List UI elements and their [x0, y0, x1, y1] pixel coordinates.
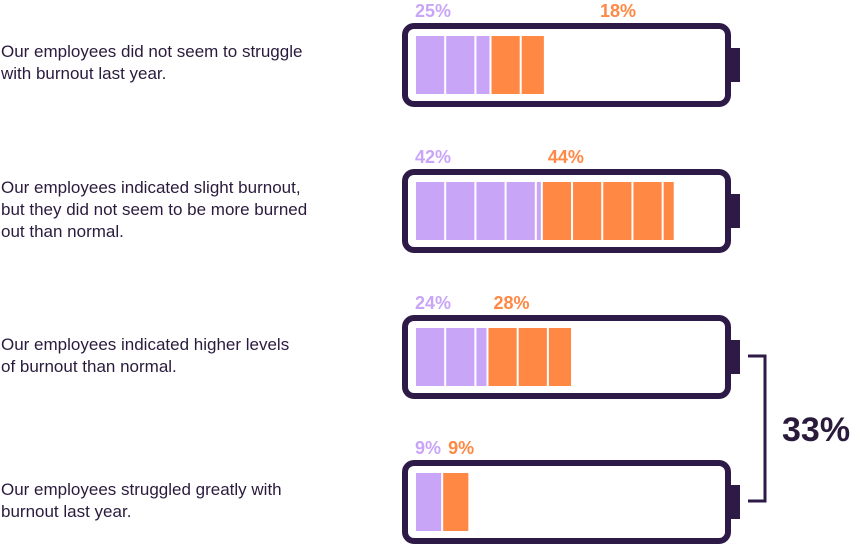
bar-s1-c1-seg1: [446, 182, 475, 240]
value-label-s1-3: 9%: [415, 438, 441, 458]
bar-s1-c1-seg2: [476, 182, 505, 240]
bracket-total-label: 33%: [782, 411, 851, 449]
battery-body-2: [402, 315, 731, 399]
category-label-0: Our employees did not seem to struggle w…: [1, 42, 303, 83]
value-label-s2-0: 18%: [600, 1, 636, 21]
bar-s2-c2-seg1: [518, 328, 547, 386]
bar-s2-c2-seg2: [548, 328, 572, 386]
value-label-s1-1: 42%: [415, 147, 451, 167]
bar-s1-c0-seg2: [476, 36, 490, 94]
bar-s2-c1-seg2: [603, 182, 632, 240]
battery-terminal-1: [731, 194, 740, 228]
value-label-s1-2: 24%: [415, 293, 451, 313]
bar-s1-c2-seg0: [416, 328, 445, 386]
bar-s1-c1-seg0: [416, 182, 445, 240]
bar-s1-c1-seg3: [506, 182, 535, 240]
bar-s2-c2-seg0: [488, 328, 517, 386]
bar-s1-c0-seg0: [416, 36, 445, 94]
category-label-1: Our employees indicated slight burnout, …: [1, 178, 308, 241]
bracket-line: [748, 354, 767, 503]
battery-terminal-0: [731, 48, 740, 82]
value-label-s2-1: 44%: [548, 147, 584, 167]
value-label-s2-3: 9%: [448, 438, 474, 458]
battery-body-1: [402, 169, 731, 253]
bar-s2-c0-seg1: [521, 36, 544, 94]
bar-s2-c1-seg0: [542, 182, 572, 240]
bar-s1-c3-seg0: [416, 473, 442, 531]
category-label-3: Our employees struggled greatly with bur…: [1, 480, 282, 521]
battery-body-0: [402, 23, 731, 107]
battery-body-3: [402, 460, 731, 544]
bar-s2-c3-seg0: [443, 473, 469, 531]
value-label-s2-2: 28%: [493, 293, 529, 313]
bar-s2-c1-seg3: [633, 182, 662, 240]
bar-s1-c0-seg1: [446, 36, 475, 94]
category-label-2: Our employees indicated higher levels of…: [1, 335, 290, 376]
value-label-s1-0: 25%: [415, 1, 451, 21]
bar-s2-c1-seg4: [663, 182, 674, 240]
bar-s2-c1-seg1: [573, 182, 602, 240]
battery-terminal-3: [731, 485, 740, 519]
battery-terminal-2: [731, 340, 740, 374]
bar-s2-c0-seg0: [491, 36, 520, 94]
bar-s1-c2-seg2: [476, 328, 487, 386]
bar-s1-c2-seg1: [446, 328, 475, 386]
bar-s1-c1-seg4: [536, 182, 541, 240]
